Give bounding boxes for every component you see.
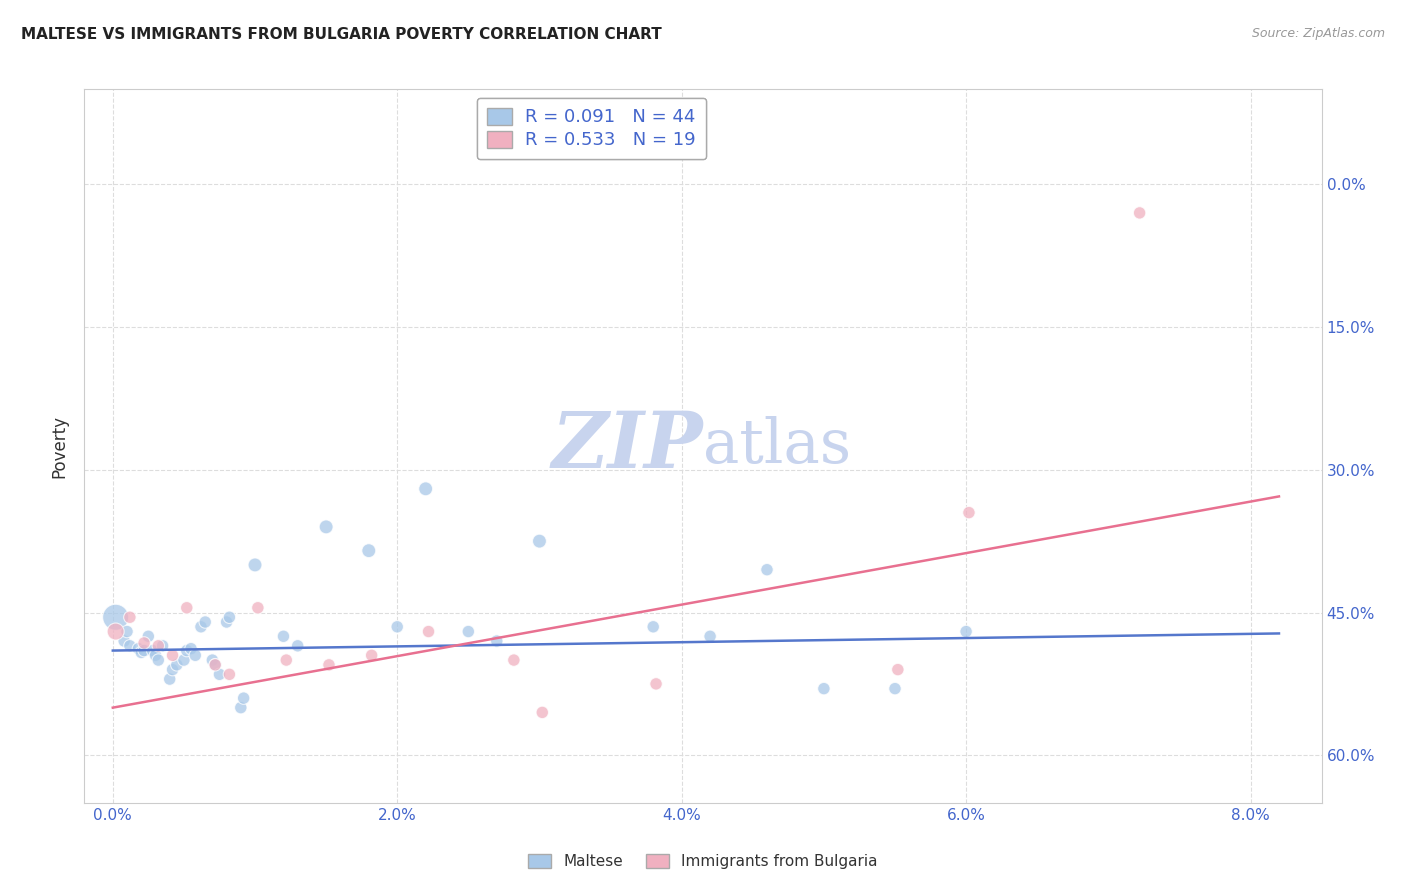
Point (162, 663, 184, 677)
Point (273, 629, 295, 643)
Point (148, 653, 170, 667)
Text: ZIP: ZIP (551, 408, 703, 484)
Point (232, 691, 254, 706)
Point (184, 648, 207, 663)
Point (699, 629, 721, 643)
Point (176, 643, 198, 657)
Point (318, 657, 340, 672)
Point (145, 648, 167, 663)
Point (159, 672, 181, 686)
Legend: Maltese, Immigrants from Bulgaria: Maltese, Immigrants from Bulgaria (522, 848, 884, 875)
Point (813, 681, 835, 696)
Point (387, 620, 409, 634)
Point (104, 624, 127, 639)
Point (884, 681, 907, 696)
Point (315, 520, 337, 534)
Point (1129, 206, 1152, 220)
Point (229, 700, 252, 714)
Point (643, 620, 665, 634)
Legend: R = 0.091   N = 44, R = 0.533   N = 19: R = 0.091 N = 44, R = 0.533 N = 19 (477, 97, 706, 159)
Point (415, 482, 437, 496)
Point (756, 563, 779, 577)
Point (204, 657, 226, 672)
Point (276, 653, 298, 667)
Point (457, 624, 479, 639)
Point (218, 667, 240, 681)
Point (190, 620, 212, 634)
Point (955, 624, 977, 639)
Point (104, 610, 127, 624)
Point (166, 657, 188, 672)
Point (502, 653, 524, 667)
Point (246, 600, 269, 615)
Point (115, 624, 138, 639)
Point (173, 653, 195, 667)
Point (529, 534, 551, 549)
Point (287, 639, 309, 653)
Point (531, 706, 554, 720)
Point (180, 641, 202, 656)
Point (485, 634, 508, 648)
Point (176, 600, 198, 615)
Point (148, 639, 170, 653)
Point (957, 506, 980, 520)
Text: atlas: atlas (703, 416, 851, 476)
Point (112, 634, 135, 648)
Point (129, 645, 152, 659)
Point (215, 615, 238, 629)
Point (204, 657, 226, 672)
Point (360, 648, 382, 663)
Point (152, 639, 174, 653)
Point (357, 543, 380, 558)
Point (201, 653, 224, 667)
Point (162, 648, 184, 663)
Point (138, 629, 160, 643)
Text: Source: ZipAtlas.com: Source: ZipAtlas.com (1251, 27, 1385, 40)
Point (218, 610, 240, 624)
Point (418, 624, 440, 639)
Point (243, 558, 266, 572)
Point (118, 639, 141, 653)
Point (127, 641, 149, 656)
Text: MALTESE VS IMMIGRANTS FROM BULGARIA POVERTY CORRELATION CHART: MALTESE VS IMMIGRANTS FROM BULGARIA POVE… (21, 27, 662, 42)
Point (118, 610, 141, 624)
Point (132, 643, 155, 657)
Point (142, 643, 165, 657)
Point (132, 636, 155, 650)
Point (194, 615, 217, 629)
Y-axis label: Poverty: Poverty (51, 415, 69, 477)
Point (645, 677, 668, 691)
Point (887, 663, 910, 677)
Point (208, 667, 231, 681)
